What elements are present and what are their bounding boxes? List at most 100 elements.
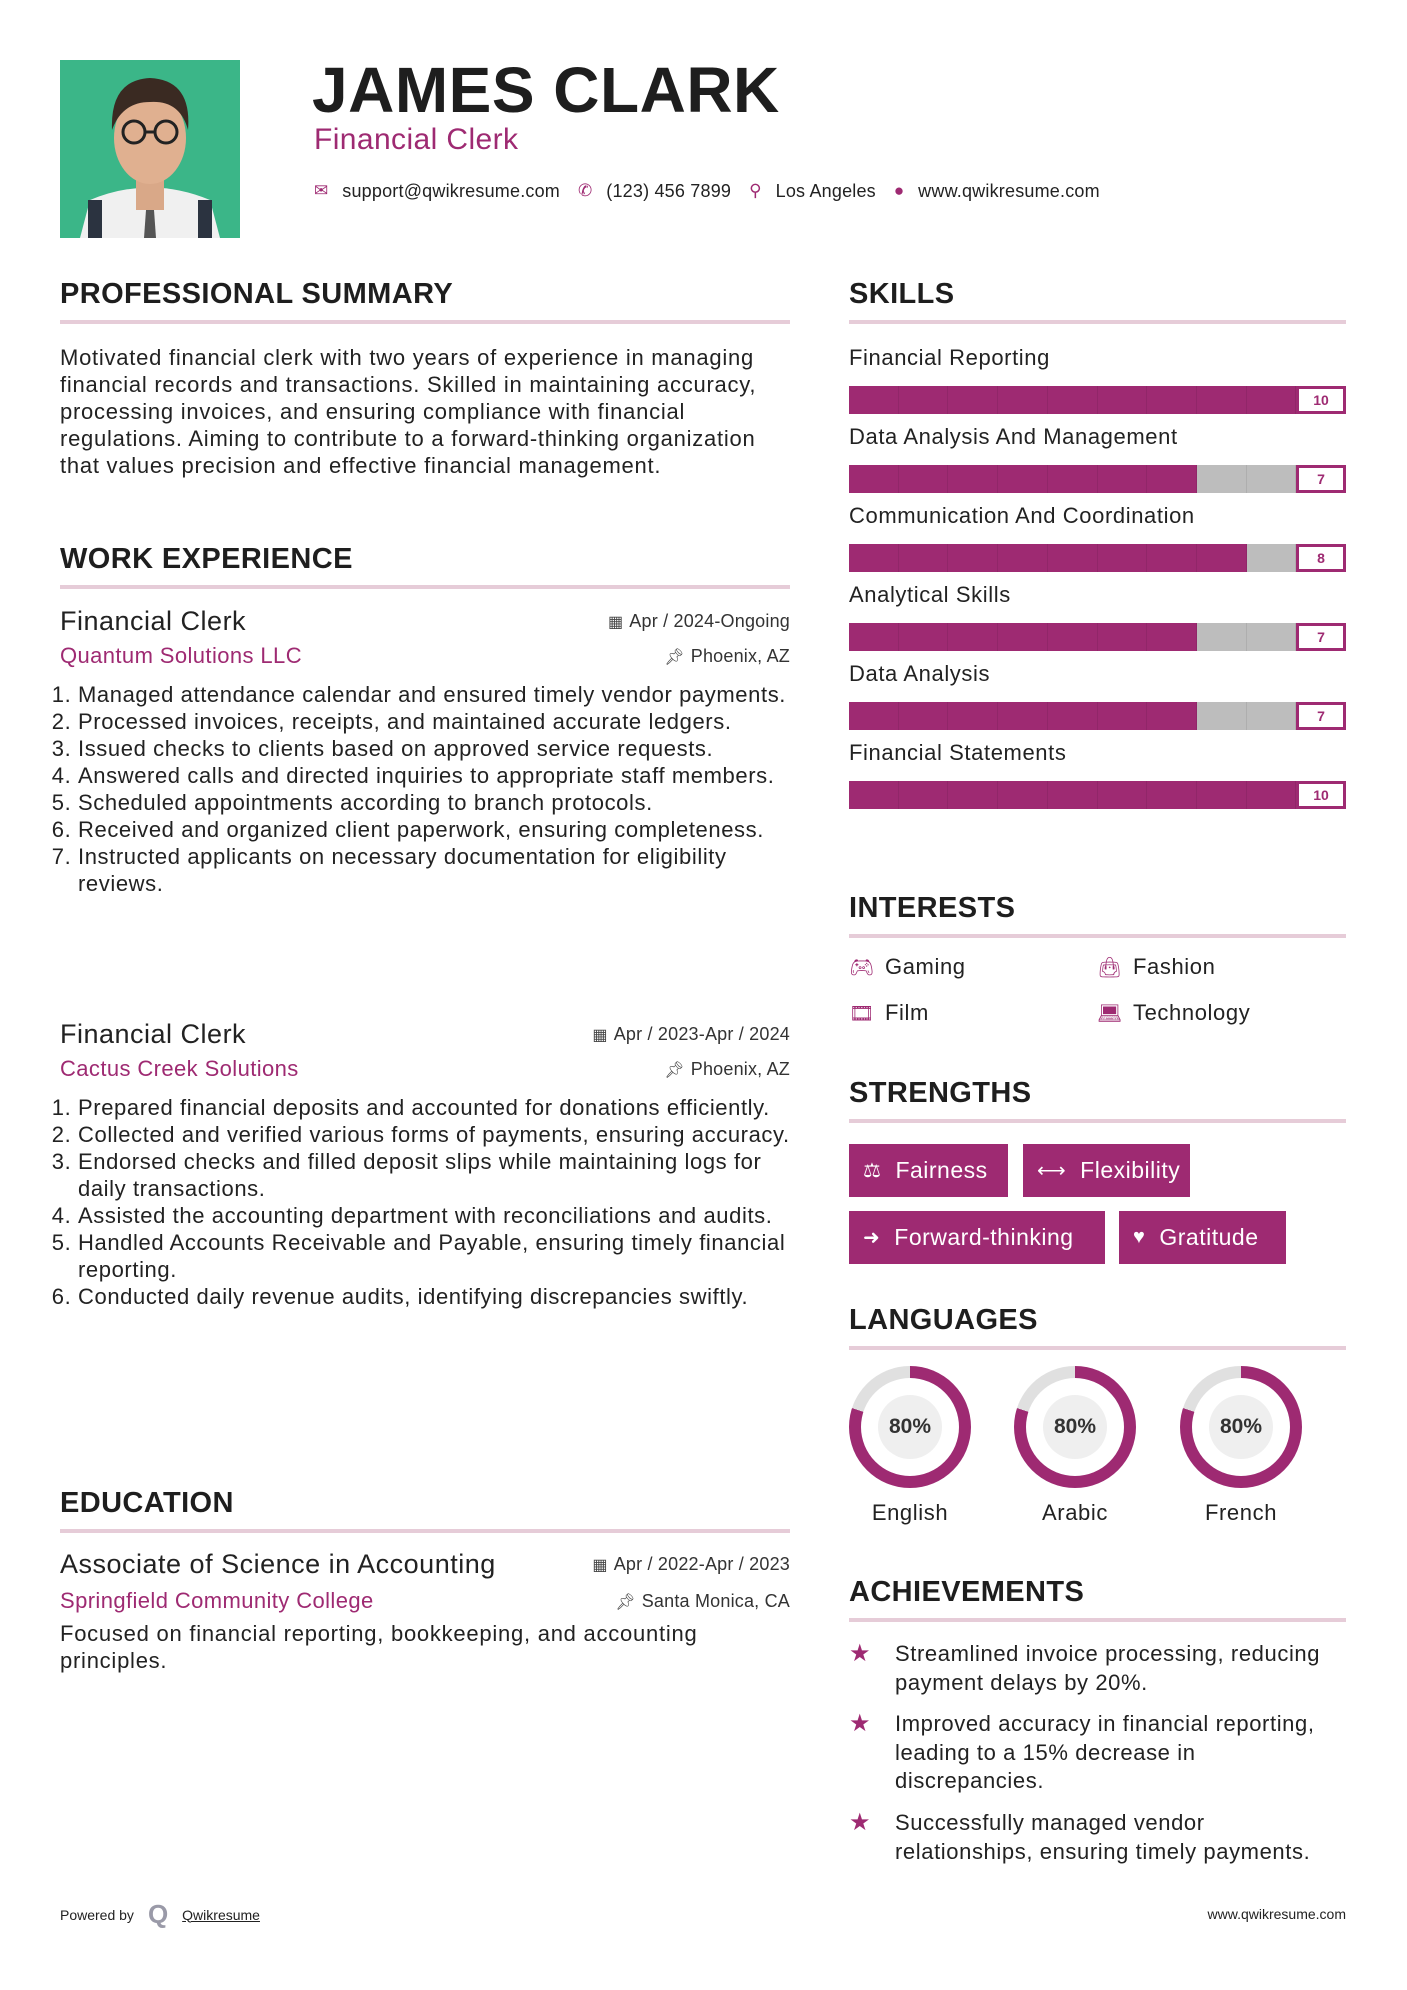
contact-email[interactable]: support@qwikresume.com	[342, 181, 560, 201]
skill-bar-segment	[948, 544, 999, 572]
contact-location: Los Angeles	[775, 181, 876, 201]
section-divider	[60, 320, 790, 324]
skill-level-value: 10	[1296, 781, 1346, 809]
gamepad-icon: 🎮︎	[849, 956, 875, 979]
degree-title: Associate of Science in Accounting	[60, 1549, 496, 1579]
strength-label: Flexibility	[1080, 1157, 1181, 1183]
skill-bar-segment	[998, 386, 1048, 414]
skill-bar-segment	[1097, 702, 1148, 730]
achievements-heading: ACHIEVEMENTS	[849, 1576, 1085, 1608]
school-name: Springfield Community College	[60, 1588, 374, 1613]
achievement-text: Streamlined invoice processing, reducing…	[895, 1641, 1321, 1695]
map-pin-icon: ⚲	[749, 181, 762, 200]
experience-heading: WORK EXPERIENCE	[60, 543, 353, 575]
list-item: Received and organized client paperwork,…	[78, 816, 790, 843]
strengths-section: STRENGTHS	[849, 1075, 1346, 1123]
skill-item: Data Analysis And Management 7	[849, 423, 1347, 493]
strength-label: Fairness	[895, 1157, 988, 1183]
interest-label: Gaming	[885, 954, 966, 979]
skill-bar-segment	[998, 702, 1048, 730]
list-item: Prepared financial deposits and accounte…	[78, 1094, 790, 1121]
candidate-name: JAMES CLARK	[312, 54, 780, 126]
strength-forward-thinking: ➜ Forward-thinking	[849, 1211, 1105, 1264]
skill-name: Communication And Coordination	[849, 503, 1195, 528]
education-location: Santa Monica, CA	[641, 1590, 790, 1611]
summary-heading: PROFESSIONAL SUMMARY	[60, 278, 454, 310]
interest-fashion: 👜︎ Fashion	[1097, 954, 1215, 980]
skills-heading: SKILLS	[849, 278, 955, 310]
qwikresume-logo-icon: Q	[147, 1899, 169, 1929]
profile-photo	[60, 60, 240, 238]
skill-bar-segment	[849, 702, 899, 730]
skill-bar-segment	[1246, 386, 1297, 414]
skill-bar-segment	[1196, 781, 1247, 809]
skill-bar-segment	[1097, 465, 1148, 493]
skill-bar-segment	[1246, 781, 1297, 809]
skill-name: Analytical Skills	[849, 582, 1011, 607]
candidate-title: Financial Clerk	[314, 123, 519, 156]
person-photo-icon	[80, 78, 220, 238]
section-divider	[849, 320, 1346, 324]
interest-film: 🎞︎ Film	[849, 1000, 929, 1026]
contact-bar: ✉ support@qwikresume.com ✆ (123) 456 789…	[314, 178, 1118, 204]
calendar-icon: ▦	[607, 613, 624, 631]
skill-bar-segment	[1247, 702, 1297, 730]
skill-bar-segment	[1197, 702, 1247, 730]
list-item: Instructed applicants on necessary docum…	[78, 843, 790, 897]
pin-icon: 📌︎	[664, 1061, 685, 1079]
skill-bar-segment	[1047, 465, 1098, 493]
skill-bar: 7	[849, 465, 1347, 493]
skill-bar: 8	[849, 544, 1347, 572]
achievement-text: Successfully managed vendor relationship…	[895, 1810, 1311, 1864]
footer-website[interactable]: www.qwikresume.com	[1207, 1906, 1346, 1922]
skill-name: Financial Reporting	[849, 345, 1050, 370]
skill-name: Data Analysis	[849, 661, 991, 686]
language-percent: 80%	[1053, 1415, 1097, 1438]
section-divider	[849, 1346, 1346, 1350]
skill-level-value: 8	[1296, 544, 1346, 572]
skill-bar-segment	[849, 465, 899, 493]
education-heading: EDUCATION	[60, 1487, 234, 1519]
strength-gratitude: ♥ Gratitude	[1119, 1211, 1286, 1264]
skill-bar-segment	[1247, 465, 1297, 493]
skill-bar-segment	[1097, 386, 1148, 414]
list-item: Collected and verified various forms of …	[78, 1121, 790, 1148]
achievements-section: ACHIEVEMENTS	[849, 1574, 1346, 1622]
skill-name: Data Analysis And Management	[849, 424, 1178, 449]
shooting-star-icon: ★	[849, 1640, 871, 1667]
calendar-icon: ▦	[592, 1556, 608, 1574]
interests-heading: INTERESTS	[849, 892, 1016, 924]
skill-bar-segment	[1147, 702, 1197, 730]
shooting-star-icon: ★	[849, 1809, 871, 1836]
language-name: French	[1204, 1500, 1278, 1525]
contact-website[interactable]: www.qwikresume.com	[918, 181, 1100, 201]
language-percent: 80%	[888, 1415, 932, 1438]
qwikresume-link[interactable]: Qwikresume	[182, 1906, 260, 1923]
skill-bar-segment	[998, 465, 1048, 493]
skill-bar-segment	[1047, 623, 1098, 651]
contact-phone[interactable]: (123) 456 7899	[606, 181, 732, 201]
skill-bar-segment	[898, 702, 949, 730]
skill-level-value: 10	[1296, 386, 1346, 414]
section-divider	[60, 1529, 790, 1533]
job-duties-list: Managed attendance calendar and ensured …	[60, 681, 790, 897]
skill-item: Data Analysis 7	[849, 660, 1347, 730]
job-location: Phoenix, AZ	[690, 1058, 790, 1079]
skill-bar-segment	[1047, 702, 1098, 730]
skill-bar-segment	[948, 702, 999, 730]
summary-text: Motivated financial clerk with two years…	[60, 345, 757, 478]
strength-flexibility: ⟷ Flexibility	[1023, 1144, 1190, 1197]
language-name: Arabic	[1042, 1500, 1108, 1525]
skill-bar: 7	[849, 623, 1347, 651]
skill-bar-segment	[1147, 781, 1197, 809]
job-date: Apr / 2023-Apr / 2024	[613, 1023, 790, 1044]
skill-bar-segment	[998, 781, 1048, 809]
skill-bar-segment	[948, 465, 999, 493]
language-name: English	[871, 1500, 949, 1525]
arrows-horizontal-icon: ⟷	[1037, 1160, 1067, 1182]
skill-item: Financial Statements 10	[849, 739, 1347, 809]
heart-icon: ♥	[1133, 1226, 1146, 1248]
skill-bar-segment	[948, 386, 999, 414]
skill-bar-segment	[948, 623, 999, 651]
job-entry: Financial Clerk ▦ Apr / 2023-Apr / 2024 C…	[60, 1017, 790, 1310]
